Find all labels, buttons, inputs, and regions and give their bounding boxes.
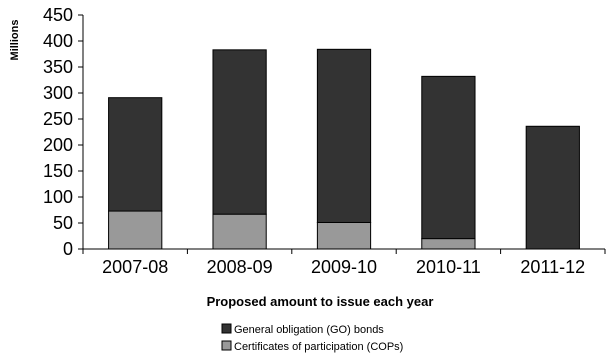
legend: General obligation (GO) bonds Certificate… [221, 323, 403, 353]
y-tick-label: 400 [43, 31, 73, 51]
bar-cops-segment [108, 210, 163, 250]
x-tick-label: 2007-08 [102, 257, 168, 277]
y-tick-label: 50 [53, 213, 73, 233]
x-axis: 2007-08 2008-09 2009-10 2010-11 2011-12 [82, 248, 606, 277]
legend-label-cops: Certificates of participation (COPs) [234, 341, 403, 353]
y-axis-label: Millions [9, 20, 21, 61]
y-tick-label: 0 [63, 239, 73, 259]
y-tick-label: 250 [43, 109, 73, 129]
bar-go-bonds-segment [525, 125, 580, 250]
legend-label-go-bonds: General obligation (GO) bonds [234, 324, 384, 336]
y-tick-label: 350 [43, 57, 73, 77]
y-tick-label: 200 [43, 135, 73, 155]
bar-go-bonds-segment [212, 49, 267, 215]
x-axis-label: Proposed amount to issue each year [207, 294, 434, 309]
bar-go-bonds-segment [108, 97, 163, 212]
y-tick-label: 150 [43, 161, 73, 181]
y-tick-label: 450 [43, 5, 73, 25]
x-tick-label: 2010-11 [416, 257, 481, 277]
x-tick-label: 2008-09 [207, 257, 273, 277]
y-tick-label: 100 [43, 187, 73, 207]
y-axis: 0 50 100 150 200 250 300 350 400 450 [43, 5, 84, 259]
x-tick-label: 2009-10 [311, 257, 377, 277]
bar-cops-segment [212, 213, 267, 250]
bar-go-bonds-segment [316, 48, 372, 223]
bars [108, 48, 580, 250]
bar-go-bonds-segment [421, 75, 476, 240]
x-tick-label: 2011-12 [520, 257, 585, 277]
legend-swatch-cops [221, 340, 232, 351]
legend-swatch-go-bonds [221, 323, 232, 334]
y-tick-label: 300 [43, 83, 73, 103]
bar-cops-segment [421, 238, 476, 250]
bar-cops-segment [316, 221, 372, 250]
